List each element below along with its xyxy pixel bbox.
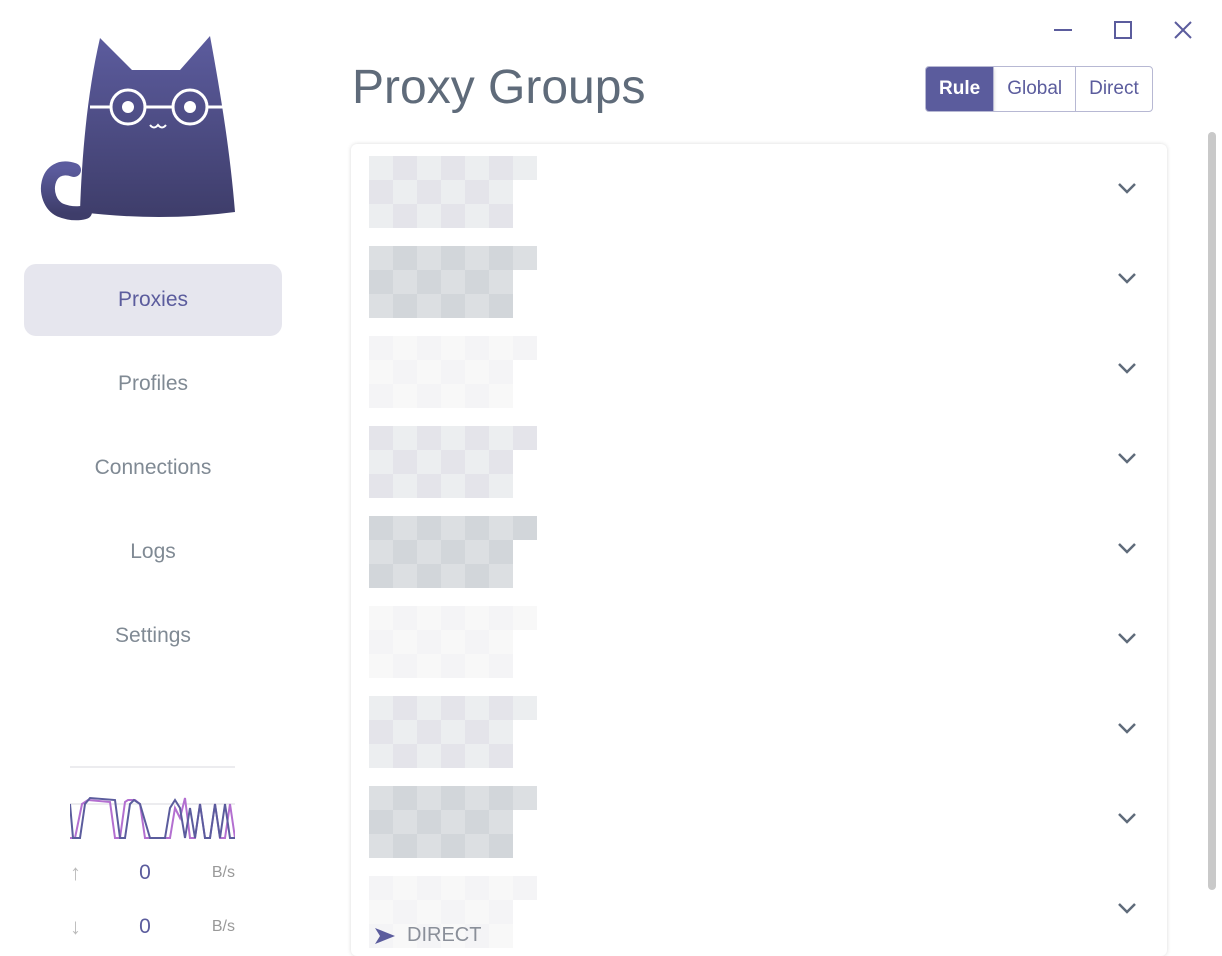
close-icon[interactable]	[1168, 14, 1198, 46]
sidebar-item-connections[interactable]: Connections	[94, 456, 212, 479]
chevron-down-icon[interactable]	[1117, 180, 1137, 196]
sidebar-nav: Proxies Profiles Connections Logs Settin…	[24, 264, 282, 684]
proxy-group[interactable]	[351, 324, 1167, 414]
send-icon	[375, 927, 395, 944]
chevron-down-icon[interactable]	[1117, 810, 1137, 826]
window-controls	[1048, 14, 1198, 46]
mode-rule-button[interactable]: Rule	[926, 67, 994, 111]
arrow-down-icon: ↓	[70, 914, 81, 939]
maximize-icon[interactable]	[1108, 14, 1138, 46]
divider	[70, 766, 235, 768]
mode-direct-button[interactable]: Direct	[1075, 67, 1152, 111]
chevron-down-icon[interactable]	[1117, 720, 1137, 736]
proxy-group[interactable]	[351, 774, 1167, 864]
selected-proxy: DIRECT	[375, 924, 481, 947]
proxy-group[interactable]	[351, 594, 1167, 684]
proxy-group[interactable]	[351, 144, 1167, 234]
minimize-icon[interactable]	[1048, 14, 1078, 46]
sidebar-item-settings[interactable]: Settings	[115, 624, 191, 647]
download-value: 0	[139, 915, 151, 938]
redacted-group-name	[369, 876, 537, 948]
upload-unit: B/s	[211, 864, 235, 881]
selected-proxy-name: DIRECT	[407, 924, 482, 946]
proxy-group[interactable]	[351, 414, 1167, 504]
download-unit: B/s	[211, 918, 235, 935]
sidebar-item-logs[interactable]: Logs	[130, 540, 176, 563]
redacted-group-name	[369, 516, 537, 588]
arrow-up-icon: ↑	[70, 860, 81, 885]
chevron-down-icon[interactable]	[1117, 450, 1137, 466]
redacted-group-name	[369, 426, 537, 498]
redacted-group-name	[369, 786, 537, 858]
chevron-down-icon[interactable]	[1117, 630, 1137, 646]
page-title: Proxy Groups	[352, 61, 646, 114]
proxy-group[interactable]	[351, 864, 1167, 954]
sidebar-item-proxies[interactable]: Proxies	[24, 264, 282, 336]
chevron-down-icon[interactable]	[1117, 540, 1137, 556]
cat-logo	[40, 36, 235, 221]
proxy-group[interactable]	[351, 684, 1167, 774]
proxy-group-list: DIRECT	[351, 144, 1167, 956]
mode-switch: Rule Global Direct	[925, 66, 1153, 112]
redacted-group-name	[369, 336, 537, 408]
redacted-group-name	[369, 696, 537, 768]
redacted-group-name	[369, 606, 537, 678]
download-speed: ↓ 0 B/s	[70, 914, 235, 939]
download-line	[70, 796, 235, 839]
upload-speed: ↑ 0 B/s	[70, 860, 235, 885]
proxy-group[interactable]	[351, 504, 1167, 594]
chevron-down-icon[interactable]	[1117, 270, 1137, 286]
scrollbar[interactable]	[1208, 132, 1216, 890]
sidebar: Proxies Profiles Connections Logs Settin…	[0, 0, 306, 956]
sidebar-item-profiles[interactable]: Profiles	[117, 372, 189, 395]
redacted-group-name	[369, 156, 537, 228]
chevron-down-icon[interactable]	[1117, 360, 1137, 376]
traffic-graph	[70, 796, 235, 839]
upload-value: 0	[139, 861, 151, 884]
chevron-down-icon[interactable]	[1117, 900, 1137, 916]
mode-global-button[interactable]: Global	[993, 67, 1075, 111]
proxy-group[interactable]	[351, 234, 1167, 324]
redacted-group-name	[369, 246, 537, 318]
traffic-panel: ↑ 0 B/s ↓ 0 B/s	[70, 766, 235, 939]
